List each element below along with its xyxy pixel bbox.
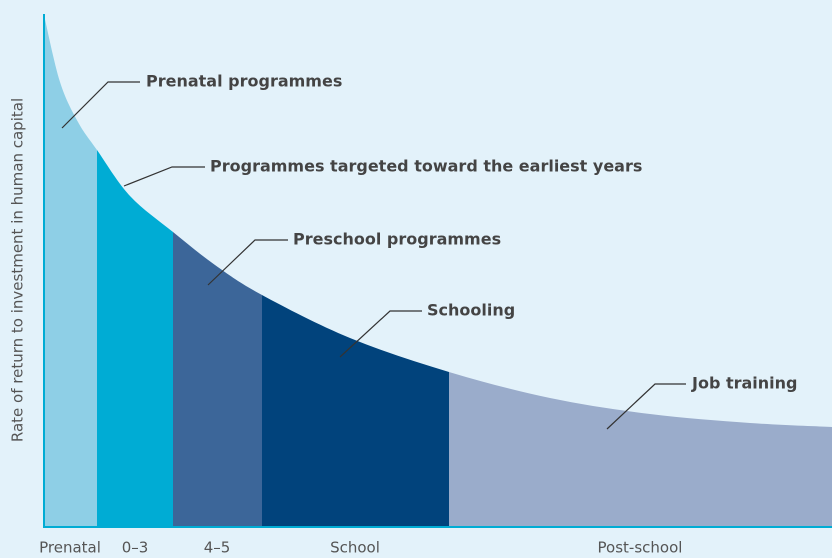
x-label: Prenatal bbox=[39, 539, 101, 557]
annotation: Prenatal programmes bbox=[146, 72, 342, 91]
leader-line bbox=[207, 239, 288, 286]
leader-line bbox=[606, 383, 686, 430]
annotation: Job training bbox=[691, 374, 798, 393]
leader-line bbox=[123, 166, 205, 187]
annotation: Programmes targeted toward the earliest … bbox=[210, 157, 642, 176]
x-label: 0–3 bbox=[122, 539, 149, 557]
leader-line bbox=[61, 81, 140, 129]
x-label: 4–5 bbox=[204, 539, 231, 557]
segment-prenatal bbox=[44, 15, 97, 527]
annotation: Preschool programmes bbox=[293, 230, 501, 249]
x-label: Post-school bbox=[598, 539, 683, 557]
y-axis-label: Rate of return to investment in human ca… bbox=[9, 98, 27, 442]
segment-post-school bbox=[449, 15, 832, 527]
leader-line bbox=[339, 310, 422, 358]
annotation: Schooling bbox=[427, 301, 515, 320]
x-label: School bbox=[330, 539, 380, 557]
